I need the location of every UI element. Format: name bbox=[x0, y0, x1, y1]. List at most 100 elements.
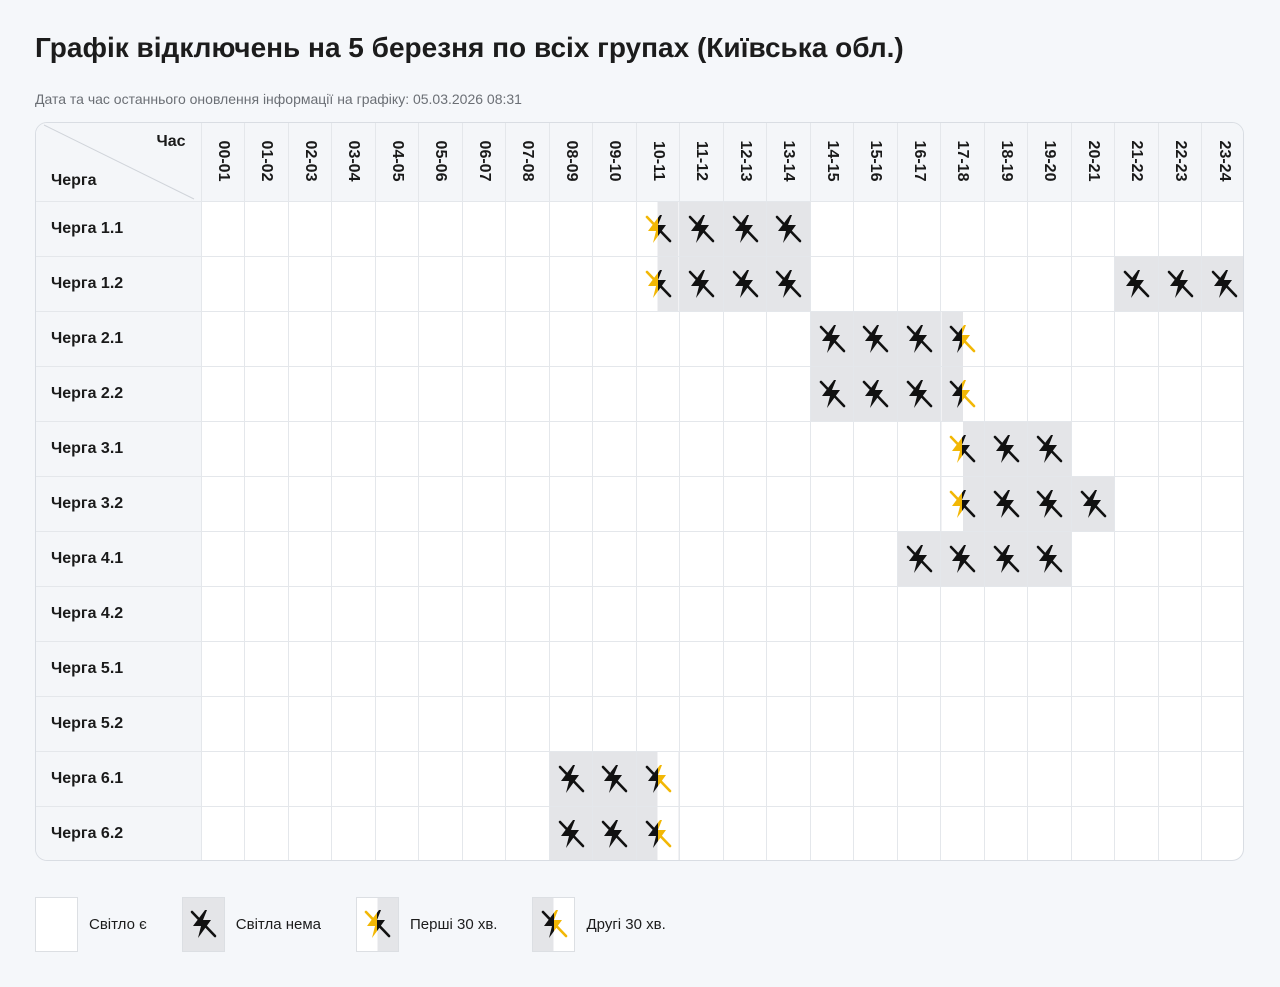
hour-label: 13-14 bbox=[780, 140, 798, 182]
hour-header-12-13: 12-13 bbox=[723, 123, 767, 202]
schedule-cell bbox=[984, 476, 1028, 532]
group-row: Черга 5.1 bbox=[36, 641, 1243, 697]
schedule-cell bbox=[592, 531, 637, 587]
hour-header-10-11: 10-11 bbox=[636, 123, 680, 202]
schedule-cell bbox=[1114, 641, 1159, 697]
group-row: Черга 4.2 bbox=[36, 586, 1243, 642]
schedule-cell bbox=[375, 531, 419, 587]
schedule-cell bbox=[462, 311, 506, 367]
schedule-cell bbox=[1027, 366, 1072, 422]
legend-swatch bbox=[355, 896, 399, 952]
hour-label: 18-19 bbox=[997, 140, 1015, 182]
schedule-cell bbox=[636, 256, 680, 312]
schedule-cell bbox=[636, 641, 680, 697]
schedule-cell bbox=[288, 476, 332, 532]
schedule-cell bbox=[636, 696, 680, 752]
schedule-cell bbox=[984, 806, 1028, 860]
hour-header-17-18: 17-18 bbox=[940, 123, 985, 202]
schedule-cell bbox=[897, 201, 941, 257]
power-off-icon bbox=[558, 764, 585, 793]
schedule-cell bbox=[1201, 311, 1243, 367]
schedule-cell bbox=[766, 421, 811, 477]
legend-swatch bbox=[532, 896, 576, 952]
hour-header-13-14: 13-14 bbox=[766, 123, 811, 202]
group-row: Черга 4.1 bbox=[36, 531, 1243, 587]
schedule-cell bbox=[375, 751, 419, 807]
schedule-cell bbox=[244, 531, 289, 587]
schedule-cell bbox=[984, 751, 1028, 807]
schedule-cell bbox=[505, 201, 550, 257]
schedule-cell bbox=[679, 696, 724, 752]
schedule-cell bbox=[505, 531, 550, 587]
schedule-cell bbox=[1202, 806, 1244, 860]
schedule-cell bbox=[462, 256, 506, 312]
schedule-cell bbox=[1027, 531, 1072, 587]
schedule-cell bbox=[853, 256, 898, 312]
hour-header-07-08: 07-08 bbox=[505, 123, 550, 202]
schedule-cell bbox=[1071, 366, 1115, 422]
schedule-cell bbox=[418, 476, 463, 532]
schedule-cell bbox=[331, 531, 376, 587]
schedule-cell bbox=[1201, 696, 1243, 752]
schedule-cell bbox=[810, 311, 854, 367]
hour-label: 20-21 bbox=[1084, 140, 1102, 182]
schedule-cell bbox=[1114, 256, 1159, 312]
schedule-cell bbox=[1201, 476, 1243, 532]
schedule-cell bbox=[1114, 531, 1159, 587]
schedule-cell bbox=[288, 586, 332, 642]
group-label: Черга 1.1 bbox=[36, 201, 202, 257]
schedule-cell bbox=[723, 311, 767, 367]
schedule-cell bbox=[853, 806, 898, 860]
power-off-icon bbox=[558, 819, 585, 848]
schedule-cell bbox=[1158, 751, 1202, 807]
schedule-cell bbox=[636, 531, 680, 587]
schedule-cell bbox=[1027, 751, 1072, 807]
schedule-cell bbox=[940, 256, 985, 312]
schedule-cell bbox=[766, 311, 811, 367]
schedule-cell bbox=[505, 256, 550, 312]
schedule-cell bbox=[1027, 311, 1072, 367]
power-off-icon bbox=[1036, 489, 1063, 518]
schedule-cell bbox=[244, 751, 289, 807]
schedule-cell bbox=[1201, 751, 1243, 807]
schedule-cell bbox=[636, 421, 680, 477]
schedule-cell bbox=[1201, 531, 1243, 587]
schedule-cell bbox=[462, 806, 506, 860]
time-axis-label: Час bbox=[156, 133, 186, 150]
schedule-cell bbox=[592, 696, 637, 752]
schedule-cell bbox=[1114, 311, 1159, 367]
schedule-cell bbox=[1027, 476, 1072, 532]
schedule-cell bbox=[418, 421, 463, 477]
schedule-cell bbox=[984, 641, 1028, 697]
power-off-icon bbox=[1211, 269, 1237, 298]
schedule-cell bbox=[1201, 641, 1243, 697]
schedule-cell bbox=[244, 421, 289, 477]
hour-label: 09-10 bbox=[606, 140, 624, 182]
schedule-cell bbox=[897, 256, 941, 312]
schedule-cell bbox=[201, 201, 245, 257]
power-off-icon bbox=[993, 544, 1020, 573]
last-updated-text: Дата та час останнього оновлення інформа… bbox=[35, 91, 522, 107]
schedule-cell bbox=[462, 476, 506, 532]
schedule-cell bbox=[375, 421, 419, 477]
schedule-cell bbox=[1114, 476, 1159, 532]
schedule-cell bbox=[505, 751, 550, 807]
hour-label: 10-11 bbox=[649, 140, 667, 182]
schedule-cell bbox=[244, 256, 289, 312]
legend-label: Світла нема bbox=[235, 915, 321, 933]
schedule-cell bbox=[1114, 421, 1159, 477]
schedule-cell bbox=[766, 531, 811, 587]
schedule-cell bbox=[1071, 806, 1115, 860]
schedule-cell bbox=[418, 751, 463, 807]
schedule-cell bbox=[1201, 366, 1243, 422]
schedule-cell bbox=[288, 256, 332, 312]
schedule-cell bbox=[1201, 256, 1243, 312]
schedule-cell bbox=[766, 586, 811, 642]
schedule-cell bbox=[244, 806, 289, 860]
schedule-cell bbox=[549, 531, 593, 587]
schedule-cell bbox=[853, 751, 898, 807]
schedule-cell bbox=[810, 256, 854, 312]
schedule-cell bbox=[549, 311, 593, 367]
schedule-cell bbox=[897, 531, 941, 587]
schedule-cell bbox=[1158, 201, 1202, 257]
